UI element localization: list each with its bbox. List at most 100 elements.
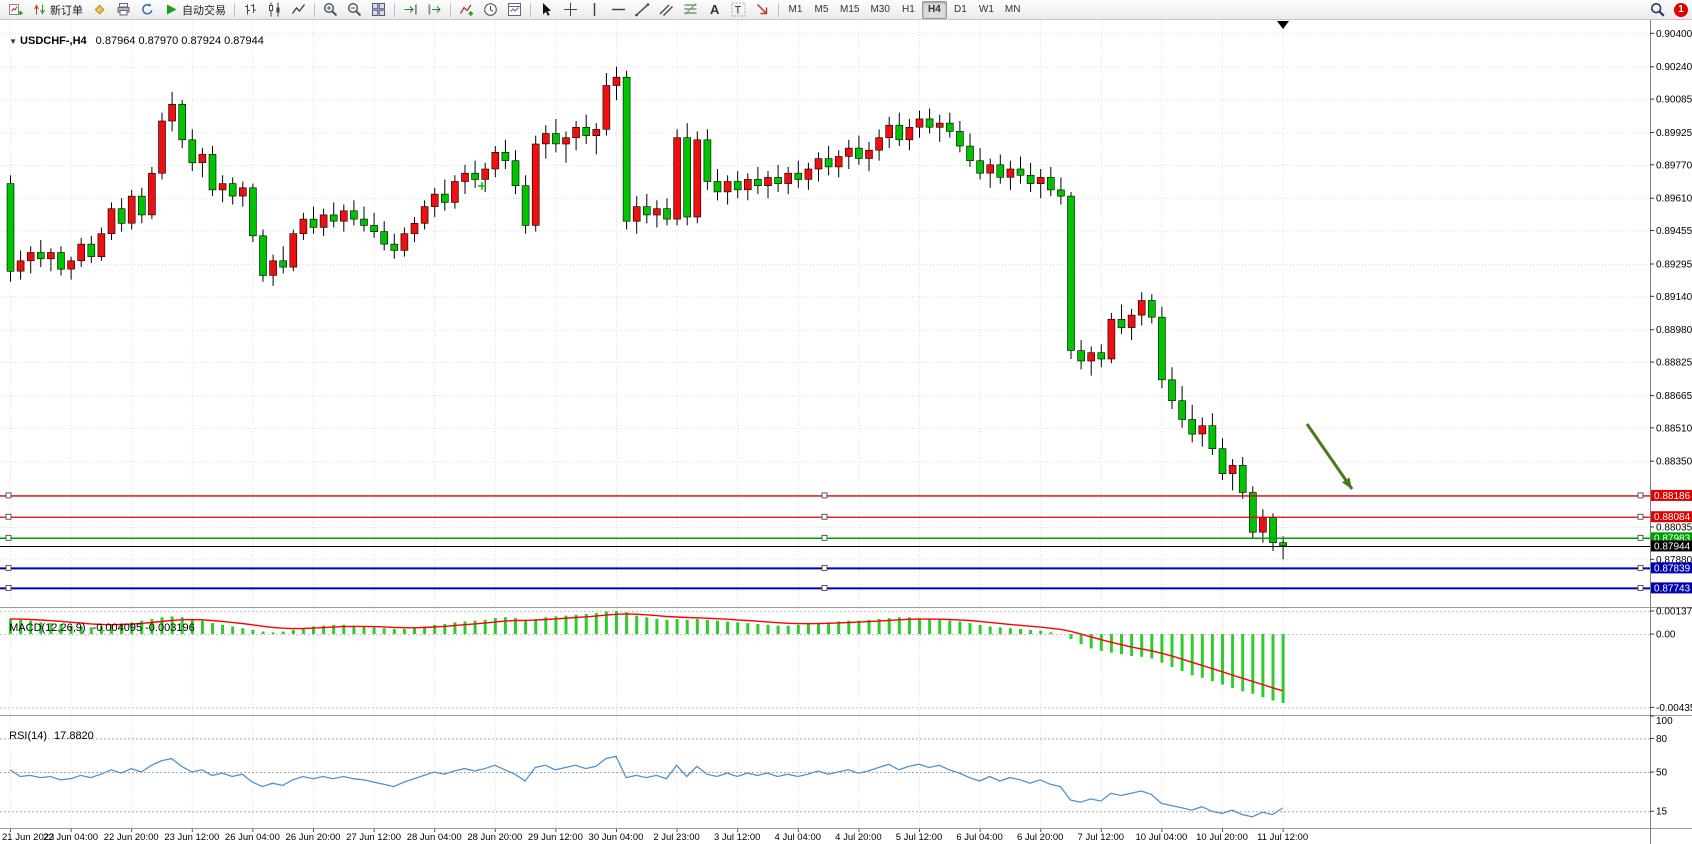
candlestick-button[interactable] [263, 0, 286, 19]
line-handle[interactable] [1637, 534, 1644, 541]
timeframe-m15[interactable]: M15 [840, 3, 860, 15]
rsi-tick-label: 15 [1656, 807, 1668, 818]
candle [885, 116, 894, 149]
line-handle[interactable] [1637, 513, 1644, 520]
print-button[interactable] [112, 0, 135, 19]
crosshair-button[interactable] [559, 0, 582, 19]
candle [1198, 417, 1207, 447]
new-chart-icon [8, 2, 23, 17]
trend-arrow[interactable] [1305, 423, 1354, 490]
indicators-button[interactable] [455, 0, 478, 19]
candle [1228, 459, 1237, 491]
tile-windows-button[interactable] [367, 0, 390, 19]
search-button[interactable] [1646, 0, 1669, 19]
autotrading-button[interactable]: 自动交易 [160, 0, 230, 19]
chart-shift-marker[interactable] [1277, 21, 1289, 29]
auto-scroll-button[interactable] [399, 0, 422, 19]
price-line-0.87839[interactable] [0, 564, 1650, 571]
refresh-button[interactable] [136, 0, 159, 19]
time-tick-label: 27 Jun 12:00 [346, 832, 401, 843]
chart-title-symbol: USDCHF-,H4 [20, 35, 87, 47]
candle [1026, 162, 1035, 192]
time-tick-label: 4 Jul 04:00 [775, 832, 821, 843]
candle [451, 175, 459, 209]
line-handle[interactable] [1637, 492, 1644, 499]
candle [754, 166, 762, 195]
line-handle[interactable] [821, 564, 828, 571]
cursor-button[interactable] [535, 0, 558, 19]
time-tick-label: 2 Jul 23:00 [653, 832, 699, 843]
candle [350, 200, 358, 226]
timeframe-m5[interactable]: M5 [814, 3, 829, 15]
timeframe-m1[interactable]: M1 [788, 3, 803, 15]
candle [895, 112, 904, 147]
candle [1249, 486, 1257, 539]
line-handle[interactable] [1637, 564, 1644, 571]
price-tick-label: 0.89295 [1656, 259, 1692, 270]
line-handle[interactable] [5, 534, 12, 541]
zoom-in-button[interactable] [319, 0, 342, 19]
price-badge-label: 0.87743 [1654, 583, 1691, 594]
svg-text:A: A [710, 2, 720, 17]
text-button[interactable]: A [703, 0, 726, 19]
timeframe-d1[interactable]: D1 [954, 3, 967, 15]
vertical-line-button[interactable] [583, 0, 606, 19]
candle [804, 162, 813, 190]
trendline-button[interactable] [631, 0, 654, 19]
fibonacci-button[interactable] [679, 0, 702, 19]
toolbar-main-buttons: 新订单 自动交易 A T [4, 0, 774, 19]
timeframe-m30[interactable]: M30 [870, 3, 890, 15]
arrows-button[interactable] [751, 0, 774, 19]
time-tick-label: 7 Jul 12:00 [1078, 832, 1124, 843]
new-order-button[interactable]: 新订单 [28, 0, 87, 19]
line-handle[interactable] [5, 513, 12, 520]
new-chart-button[interactable] [4, 0, 27, 19]
line-handle[interactable] [821, 513, 828, 520]
line-handle[interactable] [821, 534, 828, 541]
candle [774, 164, 782, 192]
candle [1158, 306, 1166, 389]
price-line-0.87743[interactable] [0, 584, 1650, 591]
line-handle[interactable] [5, 492, 12, 499]
candle [1168, 367, 1176, 410]
candle [915, 110, 924, 138]
quick-trade-dropdown-icon[interactable]: ▼ [9, 37, 18, 46]
line-handle[interactable] [5, 584, 12, 591]
text-label-button[interactable]: T [727, 0, 750, 19]
notification-badge[interactable]: 1 [1674, 2, 1688, 17]
price-line-0.87983[interactable] [0, 534, 1650, 541]
vertical-line-icon [587, 2, 602, 17]
line-handle[interactable] [821, 492, 828, 499]
candle [511, 150, 520, 195]
channel-button[interactable] [655, 0, 678, 19]
candle [865, 141, 873, 172]
timeframe-w1[interactable]: W1 [978, 3, 994, 15]
price-line-0.88084[interactable] [0, 513, 1650, 520]
time-tick-label: 5 Jul 12:00 [896, 832, 942, 843]
templates-button[interactable] [503, 0, 526, 19]
zoom-out-button[interactable] [343, 0, 366, 19]
rsi-tick-label: 80 [1656, 734, 1668, 745]
price-line-0.88186[interactable] [0, 492, 1650, 499]
timeframe-h4[interactable]: H4 [921, 0, 947, 19]
candle [855, 135, 863, 165]
price-axis[interactable]: 0.90400 0.90240 0.90085 0.89925 0.89770 0.896… [1650, 19, 1692, 829]
candle [339, 204, 348, 232]
line-chart-button[interactable] [287, 0, 310, 19]
horizontal-line-button[interactable] [607, 0, 630, 19]
line-handle[interactable] [1637, 584, 1644, 591]
timeframe-mn[interactable]: MN [1004, 3, 1021, 15]
bar-chart-button[interactable] [239, 0, 262, 19]
candle [784, 166, 793, 195]
price-badge [1651, 532, 1692, 544]
timeframe-h1[interactable]: H1 [902, 3, 915, 15]
chart-shift-button[interactable] [423, 0, 446, 19]
metaeditor-button[interactable] [88, 0, 111, 19]
line-handle[interactable] [821, 584, 828, 591]
periods-button[interactable] [479, 0, 502, 19]
toolbar-separator [234, 2, 235, 17]
rsi-tick-label: 50 [1656, 768, 1668, 779]
line-handle[interactable] [5, 564, 12, 571]
candle [289, 229, 298, 272]
